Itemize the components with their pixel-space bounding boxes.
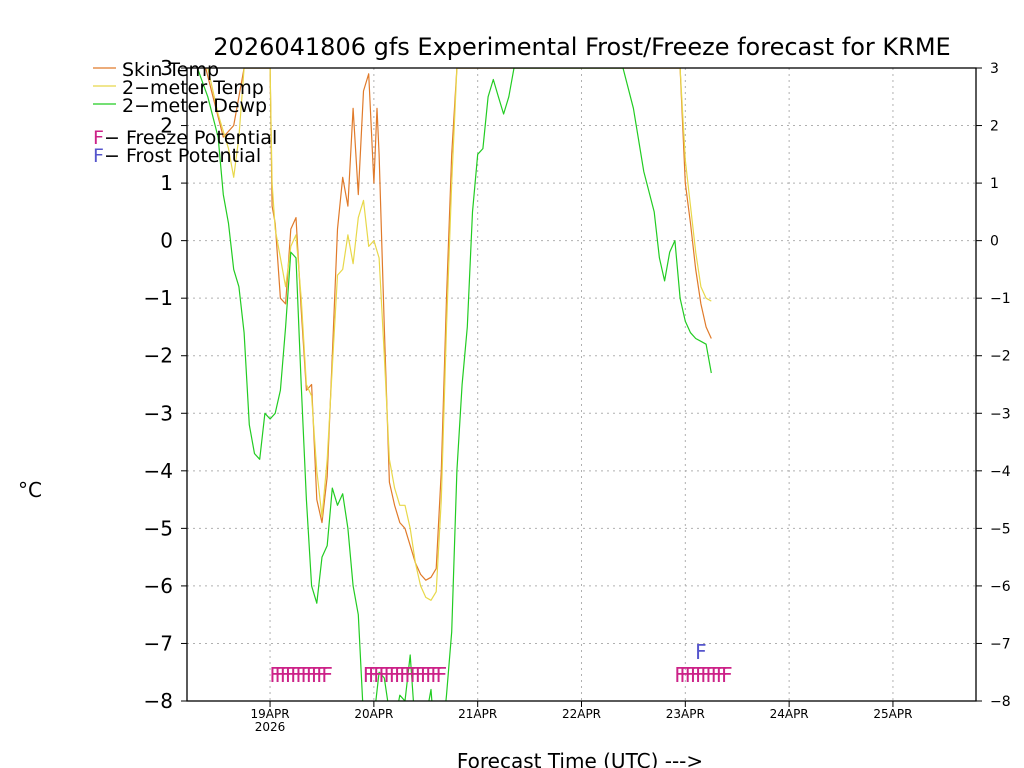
potential-marker: F bbox=[285, 663, 297, 687]
potential-marker: F bbox=[316, 663, 328, 687]
potential-marker: F bbox=[415, 663, 427, 687]
x-tick-sublabel: 2026 bbox=[255, 720, 286, 734]
potential-marker: F bbox=[378, 663, 390, 687]
x-tick-label: 24APR bbox=[770, 707, 809, 721]
y-tick-label-left: −1 bbox=[144, 286, 173, 310]
x-tick-label: 23APR bbox=[666, 707, 705, 721]
potential-marker: F bbox=[399, 663, 411, 687]
potential-marker: F bbox=[695, 663, 707, 687]
potential-marker: F bbox=[721, 663, 733, 687]
legend-label: 2−meter Dewp bbox=[122, 95, 267, 117]
legend-potential-label: − Freeze Potential bbox=[104, 127, 277, 149]
potential-marker: F bbox=[685, 663, 697, 687]
y-tick-label-left: 1 bbox=[160, 171, 173, 195]
y-tick-label-right: −5 bbox=[990, 521, 1011, 537]
potential-marker: F bbox=[301, 663, 313, 687]
y-tick-label-left: 2 bbox=[160, 114, 173, 138]
y-axis-label: °C bbox=[18, 478, 42, 502]
potential-marker: F bbox=[430, 663, 442, 687]
axes: −8 −8 −7 −7 −6 −6 −5 −5 −4 −4 −3 −3 −2 −2 −1 −1 0 0 1 1 2 2 3 3… bbox=[144, 56, 1011, 734]
potential-marker: F bbox=[290, 663, 302, 687]
plot-frame bbox=[186, 67, 977, 702]
y-tick-label-left: 0 bbox=[160, 229, 173, 253]
y-tick-label-left: 3 bbox=[160, 56, 173, 80]
potential-marker: F bbox=[389, 663, 401, 687]
y-tick-label-right: 0 bbox=[990, 234, 999, 250]
potential-marker: F bbox=[280, 663, 292, 687]
x-tick-label: 21APR bbox=[458, 707, 497, 721]
potential-marker: F bbox=[363, 663, 375, 687]
legend-label: 2−meter Temp bbox=[122, 77, 264, 99]
potential-marker: F bbox=[711, 663, 723, 687]
series-line-3 bbox=[196, 68, 712, 701]
y-tick-label-right: −7 bbox=[990, 636, 1011, 652]
potential-marker: F bbox=[700, 663, 712, 687]
potential-marker: F bbox=[425, 663, 437, 687]
y-tick-label-right: −2 bbox=[990, 349, 1011, 365]
x-tick-label: 22APR bbox=[562, 707, 601, 721]
y-tick-label-right: 1 bbox=[990, 176, 999, 192]
series-line-1 bbox=[205, 68, 712, 581]
y-tick-label-left: −5 bbox=[144, 516, 173, 540]
chart-title: 2026041806 gfs Experimental Frost/Freeze… bbox=[213, 33, 950, 61]
y-tick-label-left: −3 bbox=[144, 401, 173, 425]
x-axis-label: Forecast Time (UTC) ---> bbox=[457, 749, 703, 768]
potential-marker: F bbox=[716, 663, 728, 687]
y-tick-label-right: −8 bbox=[990, 694, 1011, 710]
potential-marker: F bbox=[368, 663, 380, 687]
potential-marker: F bbox=[436, 663, 448, 687]
potential-marker: F bbox=[404, 663, 416, 687]
potential-marker: F bbox=[311, 663, 323, 687]
y-tick-label-right: −3 bbox=[990, 406, 1011, 422]
series-line-2 bbox=[207, 68, 712, 601]
y-tick-label-left: −8 bbox=[144, 689, 173, 713]
y-tick-label-right: −1 bbox=[990, 291, 1011, 307]
grid-lines bbox=[187, 68, 976, 701]
potential-marker: F bbox=[394, 663, 406, 687]
y-tick-label-right: 3 bbox=[990, 61, 999, 77]
x-tick-label: 25APR bbox=[873, 707, 912, 721]
potential-marker: F bbox=[306, 663, 318, 687]
y-tick-label-right: −6 bbox=[990, 579, 1011, 595]
legend-potential-letter: F bbox=[93, 127, 104, 149]
potential-marker: F bbox=[275, 663, 287, 687]
potential-marker: F bbox=[695, 640, 707, 664]
y-tick-label-left: −7 bbox=[144, 631, 173, 655]
potential-marker: F bbox=[410, 663, 422, 687]
potential-marker: F bbox=[420, 663, 432, 687]
potential-marker: F bbox=[384, 663, 396, 687]
potential-marker: F bbox=[321, 663, 333, 687]
y-tick-label-right: 2 bbox=[990, 119, 999, 135]
potential-marker: F bbox=[295, 663, 307, 687]
potential-marker: F bbox=[269, 663, 281, 687]
y-tick-label-left: −2 bbox=[144, 344, 173, 368]
x-tick-label: 20APR bbox=[354, 707, 393, 721]
y-tick-label-left: −4 bbox=[144, 459, 173, 483]
potential-marker: F bbox=[706, 663, 718, 687]
x-tick-label: 19APR bbox=[251, 707, 290, 721]
series-group bbox=[196, 68, 712, 701]
potential-marker: F bbox=[690, 663, 702, 687]
y-tick-label-right: −4 bbox=[990, 464, 1011, 480]
potential-marker: F bbox=[680, 663, 692, 687]
legend-potential-letter: F bbox=[93, 145, 104, 167]
legend-label: Skin Temp bbox=[122, 59, 219, 81]
potential-marker: F bbox=[373, 663, 385, 687]
potential-marker: F bbox=[674, 663, 686, 687]
legend-potential-label: − Frost Potential bbox=[104, 145, 261, 167]
y-tick-label-left: −6 bbox=[144, 574, 173, 598]
